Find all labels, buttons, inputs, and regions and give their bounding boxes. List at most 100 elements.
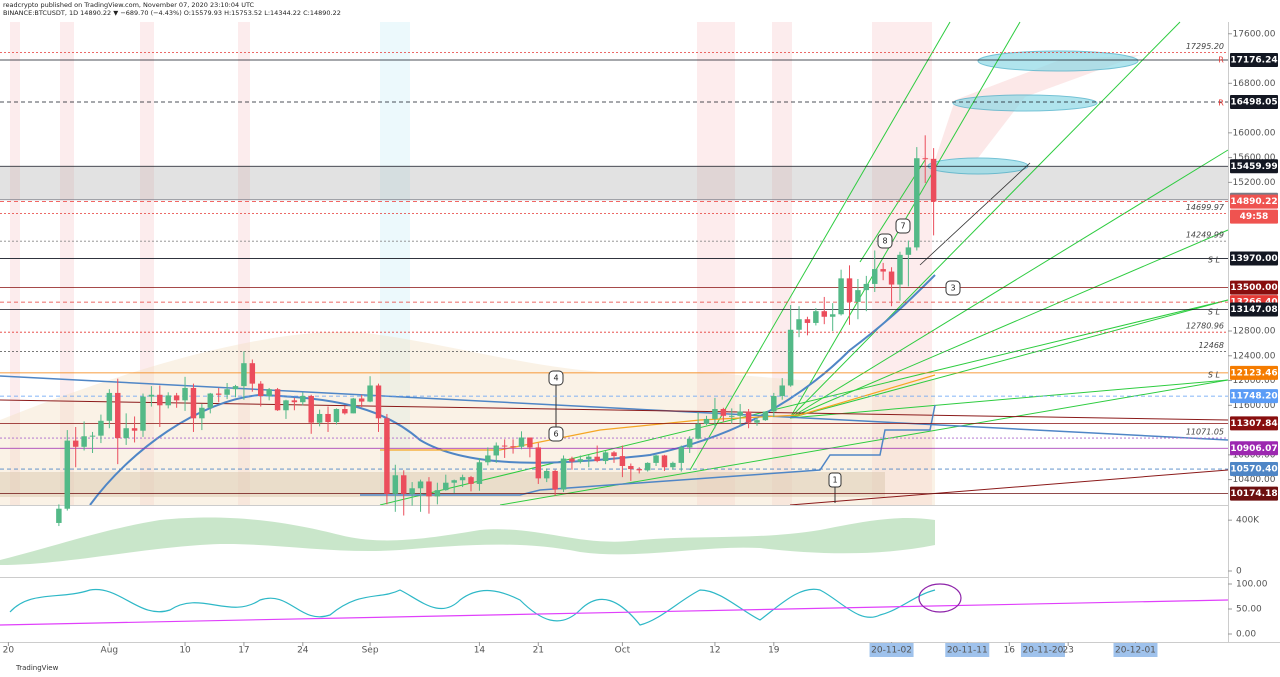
x-tick-label: Aug [101, 646, 119, 656]
drawings [0, 21, 1280, 643]
oscillator [9, 588, 936, 626]
x-tick-label: Sep [362, 646, 379, 656]
level-label: 12468 [1199, 341, 1224, 350]
callouts: 1 3 4 6 7 8 [548, 218, 961, 488]
cloud [0, 331, 935, 505]
level-label: 14699.97 [1186, 203, 1225, 212]
candle-body [232, 386, 239, 390]
candle-body [712, 409, 718, 419]
stop-loss-marker: S L [1208, 371, 1220, 380]
volume-cloud [0, 517, 935, 565]
candle-body [72, 440, 79, 447]
candle-body [754, 420, 760, 423]
candle-body [392, 475, 399, 494]
callout: 1 [832, 476, 837, 485]
y-tick-label: 12800.00 [1233, 326, 1276, 336]
x-tick-label: 24 [297, 646, 309, 656]
pane-tick-label: 50.00 [1236, 605, 1262, 615]
candle-body [661, 455, 668, 468]
candle-body [215, 393, 222, 395]
candle-body [510, 446, 516, 448]
callout: 7 [900, 222, 905, 231]
x-tick-label: 12 [709, 646, 720, 656]
candle-body [703, 418, 710, 424]
x-tick-highlight [1113, 643, 1158, 657]
candle-body [224, 389, 230, 395]
candle-body [56, 508, 62, 523]
candle-body [417, 481, 424, 489]
candle-body [350, 398, 356, 414]
candle-body [258, 383, 264, 397]
candle-body [249, 363, 256, 384]
candle-body [535, 447, 542, 479]
candle-body [821, 311, 828, 317]
price-label: 15459.99 [1230, 162, 1277, 172]
candle-body [190, 387, 197, 419]
price-label-box [1230, 194, 1278, 209]
publisher: readcrypto published on TradingView.com,… [3, 1, 255, 9]
pane-tick-label: 400K [1236, 516, 1260, 526]
candle-body [451, 480, 457, 483]
candle-body [527, 437, 533, 448]
candle-body [779, 385, 785, 397]
x-tick-label: 20 [3, 646, 15, 656]
x-tick-label: 20-11-02 [871, 646, 912, 656]
price-label: 10174.18 [1230, 489, 1277, 499]
target-ellipse [952, 94, 1098, 112]
candle-body [173, 395, 180, 401]
target-ellipse [977, 50, 1139, 72]
candle-body [409, 488, 415, 494]
price-label-box [1230, 159, 1278, 174]
candle-body [64, 440, 71, 509]
candle-body [485, 455, 491, 463]
stop-loss-marker: S L [1208, 256, 1220, 265]
candle-body [594, 456, 600, 462]
candle-body [720, 409, 727, 416]
candle-body [628, 465, 634, 470]
candle-body [115, 392, 121, 439]
candle-body [199, 407, 205, 419]
y-tick-label: 11600.00 [1233, 401, 1276, 411]
candle-body [493, 445, 499, 456]
candle-body [468, 477, 474, 484]
y-tick-label: 12000.00 [1233, 376, 1276, 386]
candle-body [552, 470, 558, 490]
candle-body [207, 393, 214, 408]
price-label-box [1230, 365, 1278, 380]
candle-body [443, 482, 449, 491]
candle-body [400, 475, 407, 494]
x-tick-label: 14 [474, 646, 486, 656]
candle-body [602, 452, 609, 462]
candle-body [316, 413, 323, 423]
candle-body [543, 470, 550, 479]
candle-body [98, 420, 104, 436]
level-label: 11071.05 [1186, 428, 1224, 437]
candle-body [569, 458, 575, 462]
candle-body [771, 396, 777, 412]
resistance-marker: R [1218, 56, 1224, 65]
candle-body [930, 158, 937, 202]
candle-body [829, 314, 836, 317]
price-label: 17176.24 [1230, 56, 1277, 66]
candle-body [148, 394, 155, 397]
price-label-box [1230, 53, 1278, 68]
candle-body [914, 158, 920, 248]
x-tick-highlight [869, 643, 914, 657]
moving-average [380, 374, 936, 451]
candle-body [872, 269, 878, 284]
candle-body [905, 247, 912, 255]
y-tick-label: 10400.00 [1233, 475, 1276, 485]
y-tick-label: 15600.00 [1233, 153, 1276, 163]
candle-body [653, 455, 659, 463]
candle-body [325, 413, 331, 423]
candle-body [358, 398, 365, 402]
candle-body [241, 363, 247, 387]
candle-body [678, 447, 685, 463]
price-label: 16498.05 [1230, 98, 1277, 108]
x-tick-label: 21 [533, 646, 544, 656]
candle-body [863, 283, 870, 291]
level-label: 12780.96 [1186, 322, 1224, 331]
y-tick-label: 17600.00 [1233, 29, 1276, 39]
candle-body [577, 459, 584, 462]
x-tick-highlight [945, 643, 990, 657]
